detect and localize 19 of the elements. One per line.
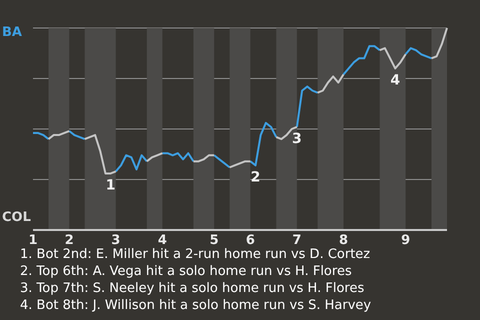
x-tick-label: 1 [28,233,38,248]
x-tick-label: 7 [292,233,302,248]
x-tick-label: 4 [158,233,167,248]
annotation: 2 [250,169,260,186]
x-tick-label: 9 [401,233,410,248]
x-tick-label: 3 [111,233,120,248]
annotation: 3 [292,130,302,147]
x-tick-label: 6 [246,233,255,248]
text: 2. Top 6th: A. Vega hit a solo home run vs H. Flores [20,263,353,280]
x-tick-label: 2 [64,233,74,248]
text: BA [2,25,22,40]
text: 3. Top 7th: S. Neeley hit a solo home run vs H. Flores [20,280,366,297]
x-tick-label: 8 [338,233,348,248]
x-tick-label: 5 [210,233,219,248]
text: 1. Bot 2nd: E. Miller hit a 2-run home run vs D. Cortez [20,246,372,263]
text: 4. Bot 8th: J. Willison hit a solo home run vs S. Harvey [20,297,372,314]
annotation: 1 [106,177,116,194]
text: COL [2,210,31,225]
annotation: 4 [390,72,400,88]
